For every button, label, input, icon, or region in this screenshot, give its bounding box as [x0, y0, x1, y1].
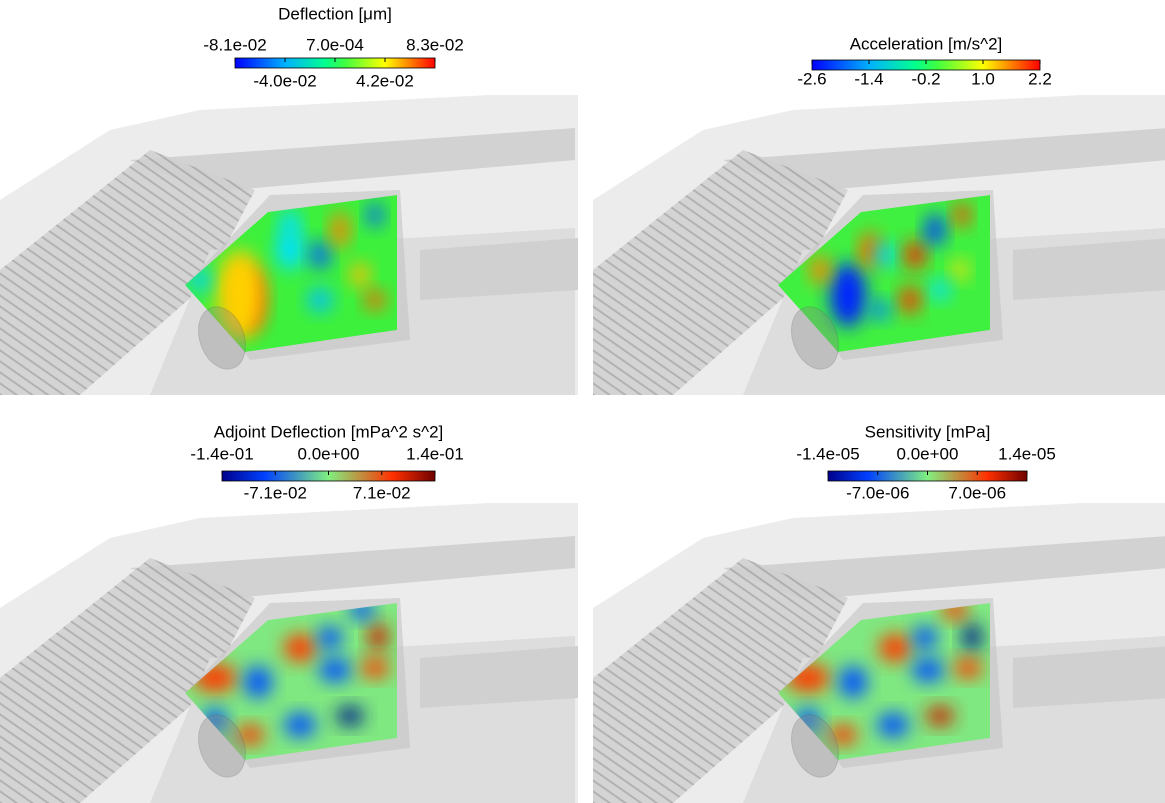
contour-blob [284, 713, 316, 737]
contour-blob [952, 260, 968, 280]
colorbar-tick-label: 2.2 [1028, 69, 1052, 88]
contour-blob [361, 658, 389, 678]
colorbar-tick-label: -8.1e-02 [203, 35, 266, 54]
colorbar-tick-label: 4.2e-02 [356, 71, 414, 90]
contour-blob [310, 241, 330, 269]
colorbar-tick-label: -4.0e-02 [253, 71, 316, 90]
figure: Deflection [μm] -8.1e-02 7.0e-04 8.3e-02 -4.… [0, 0, 1165, 803]
contour-blob [367, 203, 383, 227]
colorbar-tick-label: -1.4e-05 [796, 444, 859, 463]
colorbar-tick-label: 8.3e-02 [406, 35, 464, 54]
colorbar-title: Deflection [μm] [278, 4, 392, 23]
contour-blob [877, 713, 909, 737]
colorbar-tick-label: -0.2 [911, 69, 940, 88]
contour-blob [912, 658, 944, 682]
contour-blob [875, 243, 895, 267]
contour-blob [925, 214, 945, 246]
colorbar-tick-label: 1.4e-05 [998, 444, 1056, 463]
contour-blob [350, 263, 370, 287]
colorbar-title: Sensitivity [mPa] [865, 422, 991, 441]
colorbar-title: Adjoint Deflection [mPa^2 s^2] [214, 422, 444, 441]
contour-blob [870, 300, 890, 320]
contour-blob [930, 280, 950, 300]
colorbar-tick-label: -2.6 [797, 69, 826, 88]
contour-blob [879, 634, 911, 662]
contour-blob [368, 623, 388, 651]
colorbar-tick-label: 7.0e-06 [948, 483, 1006, 502]
colorbar-tick-label: 1.4e-01 [406, 444, 464, 463]
colorbar-tick-label: 0.0e+00 [897, 444, 959, 463]
colorbar-title: Acceleration [m/s^2] [850, 34, 1003, 53]
contour-blob [284, 634, 316, 662]
colorbar-tick-label: 0.0e+00 [298, 444, 360, 463]
contour-blob [839, 666, 867, 698]
contour-blob [280, 209, 300, 241]
contour-blob [954, 658, 982, 678]
contour-blob [336, 706, 364, 726]
contour-blob [900, 286, 920, 314]
colorbar-tick-label: 7.1e-02 [353, 483, 411, 502]
colorbar-tick-label: 1.0 [971, 69, 995, 88]
scenes [0, 95, 1165, 803]
contour-blob [331, 212, 349, 248]
contour-blob [319, 658, 351, 682]
colorbar-tick-label: -1.4e-01 [190, 444, 253, 463]
contour-blob [954, 203, 970, 227]
contour-blob [926, 706, 954, 726]
contour-blob [318, 626, 342, 650]
contour-blob [244, 666, 272, 698]
colorbar-tick-label: -7.0e-06 [846, 483, 909, 502]
colorbar-tick-label: 7.0e-04 [306, 35, 364, 54]
contour-blob [962, 623, 982, 651]
contour-blob [830, 263, 866, 327]
colorbar-tick-label: -7.1e-02 [244, 483, 307, 502]
contour-blob [365, 290, 385, 310]
colorbar-tick-label: -1.4 [854, 69, 883, 88]
contour-blob [905, 241, 925, 269]
contour-blob [913, 626, 937, 650]
contour-blob [308, 288, 332, 312]
contour-blob [810, 256, 830, 284]
